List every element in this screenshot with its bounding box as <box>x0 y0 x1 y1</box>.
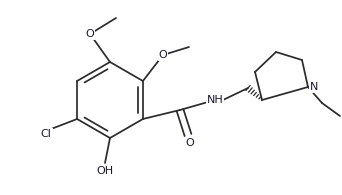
Text: Cl: Cl <box>41 129 52 139</box>
Text: O: O <box>186 138 194 148</box>
Text: NH: NH <box>207 95 223 105</box>
Text: N: N <box>310 82 318 92</box>
Text: O: O <box>86 29 94 39</box>
Text: OH: OH <box>96 166 114 176</box>
Text: O: O <box>159 50 167 60</box>
